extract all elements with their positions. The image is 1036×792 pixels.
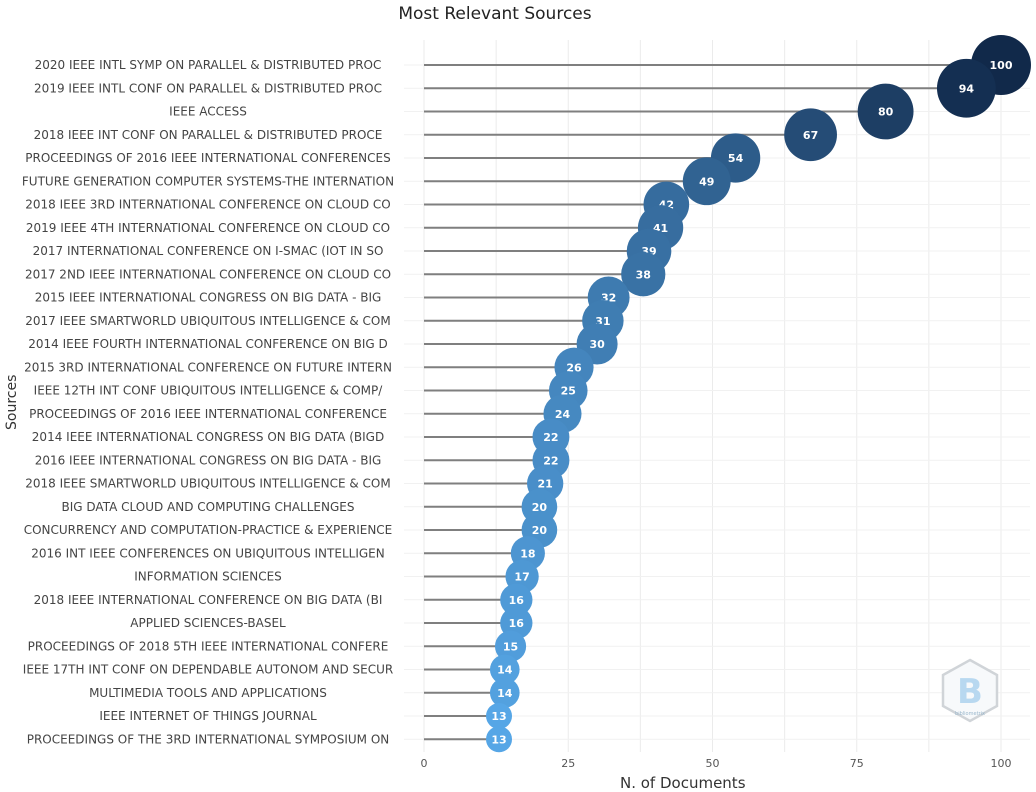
lollipop-dot [682,157,731,206]
x-axis-title: N. of Documents [620,774,746,792]
y-tick-label: 2017 2ND IEEE INTERNATIONAL CONFERENCE O… [25,267,391,281]
logo-glyph: B [957,672,983,712]
y-tick-label: CONCURRENCY AND COMPUTATION-PRACTICE & E… [24,523,393,537]
data-label: 13 [491,710,506,723]
data-label: 21 [538,478,553,491]
x-tick-label: 75 [850,757,864,770]
y-tick-label: 2020 IEEE INTL SYMP ON PARALLEL & DISTRI… [35,58,382,72]
y-tick-label: PROCEEDINGS OF THE 3RD INTERNATIONAL SYM… [27,732,390,746]
lollipop-dot [489,677,520,708]
y-tick-label: 2016 IEEE INTERNATIONAL CONGRESS ON BIG … [35,453,382,467]
chart-title: Most Relevant Sources [398,4,592,24]
y-tick-label: 2018 IEEE INT CONF ON PARALLEL & DISTRIB… [34,128,383,142]
y-tick-label: BIG DATA CLOUD AND COMPUTING CHALLENGES [62,500,355,514]
y-tick-label: IEEE INTERNET OF THINGS JOURNAL [99,709,317,723]
lollipop-dot [857,83,914,140]
data-label: 20 [532,501,548,514]
y-tick-label: 2017 INTERNATIONAL CONFERENCE ON I-SMAC … [33,244,384,258]
data-label: 14 [497,664,513,677]
data-label: 15 [503,640,518,653]
y-tick-label: 2019 IEEE INTL CONF ON PARALLEL & DISTRI… [34,81,382,95]
data-label: 17 [514,571,529,584]
y-tick-label: IEEE 12TH INT CONF UBIQUITOUS INTELLIGEN… [34,384,384,398]
y-tick-label: PROCEEDINGS OF 2016 IEEE INTERNATIONAL C… [29,407,387,421]
y-tick-label: APPLIED SCIENCES-BASEL [130,616,286,630]
data-label: 49 [699,175,714,188]
data-label: 24 [555,408,571,421]
data-label: 25 [561,385,576,398]
y-tick-label: INFORMATION SCIENCES [134,570,282,584]
bibliometrix-logo: B bibliometrix [941,658,999,723]
y-tick-label: 2018 IEEE INTERNATIONAL CONFERENCE ON BI… [34,593,383,607]
data-label: 94 [959,82,975,95]
y-tick-label: PROCEEDINGS OF 2018 5TH IEEE INTERNATION… [28,639,389,653]
lollipop-dot [500,583,533,616]
x-tick-label: 25 [561,757,575,770]
data-label: 18 [520,547,535,560]
y-tick-label: 2018 IEEE 3RD INTERNATIONAL CONFERENCE O… [25,198,390,212]
data-label: 14 [497,687,513,700]
data-label: 30 [589,338,605,351]
data-label: 20 [532,524,548,537]
data-label: 38 [636,268,651,281]
y-tick-labels: 2020 IEEE INTL SYMP ON PARALLEL & DISTRI… [22,58,394,746]
data-label: 67 [803,129,818,142]
y-tick-label: 2017 IEEE SMARTWORLD UBIQUITOUS INTELLIG… [25,314,390,328]
y-tick-label: 2015 IEEE INTERNATIONAL CONGRESS ON BIG … [35,291,382,305]
data-label: 100 [990,59,1013,72]
logo-hexagon [941,658,999,723]
y-tick-label: 2016 INT IEEE CONFERENCES ON UBIQUITOUS … [31,546,384,560]
y-tick-label: 2018 IEEE SMARTWORLD UBIQUITOUS INTELLIG… [25,477,390,491]
lollipop-dot [486,726,513,753]
x-tick-label: 50 [706,757,720,770]
lollipop-dot [494,630,527,662]
data-label: 16 [509,594,525,607]
logo-text: bibliometrix [955,711,985,717]
y-tick-label: PROCEEDINGS OF 2016 IEEE INTERNATIONAL C… [25,151,390,165]
dot-layer: 1009480675449424139383231302625242222212… [486,35,1031,753]
lollipop-dot [486,703,513,729]
x-tick-label: 0 [421,757,428,770]
x-tick-labels: 0 25 50 75 100 [421,757,1012,770]
y-tick-label: IEEE ACCESS [169,105,247,119]
y-tick-label: MULTIMEDIA TOOLS AND APPLICATIONS [89,686,327,700]
lollipop-dot [621,252,666,297]
lollipop-dot [784,108,837,162]
x-tick-label: 100 [991,757,1012,770]
y-tick-label: 2014 IEEE INTERNATIONAL CONGRESS ON BIG … [32,430,384,444]
lollipop-dot [936,58,996,118]
y-tick-label: FUTURE GENERATION COMPUTER SYSTEMS-THE I… [22,174,394,188]
y-tick-label: IEEE 17TH INT CONF ON DEPENDABLE AUTONOM… [23,663,393,677]
data-label: 22 [543,431,558,444]
y-tick-label: 2015 3RD INTERNATIONAL CONFERENCE ON FUT… [24,360,392,374]
data-label: 13 [491,733,506,746]
data-label: 54 [728,152,744,165]
data-label: 16 [509,617,525,630]
y-tick-label: 2014 IEEE FOURTH INTERNATIONAL CONFERENC… [28,337,388,351]
data-label: 26 [566,361,582,374]
lollipop-dot [489,654,520,685]
y-tick-label: 2019 IEEE 4TH INTERNATIONAL CONFERENCE O… [26,221,390,235]
data-label: 80 [878,106,894,119]
data-label: 22 [543,454,558,467]
